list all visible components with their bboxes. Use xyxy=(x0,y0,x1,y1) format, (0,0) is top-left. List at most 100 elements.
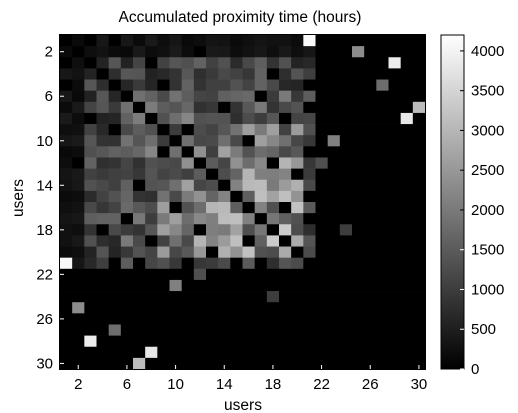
heatmap-cell xyxy=(84,291,97,302)
heatmap-cell xyxy=(72,169,85,180)
heatmap-cell xyxy=(376,80,389,91)
heatmap-cell xyxy=(352,46,365,57)
heatmap-cell xyxy=(84,46,97,57)
heatmap-cell xyxy=(389,124,402,135)
heatmap-cell xyxy=(97,113,110,124)
heatmap-cell xyxy=(133,191,146,202)
heatmap-cell xyxy=(243,68,256,79)
heatmap-cell xyxy=(243,347,256,358)
heatmap-cell xyxy=(267,180,280,191)
heatmap-cell xyxy=(279,124,292,135)
heatmap-cell xyxy=(413,336,426,347)
heatmap-cell xyxy=(145,102,158,113)
x-tick-label: 22 xyxy=(313,376,330,393)
heatmap-cell xyxy=(230,358,243,369)
heatmap-cell xyxy=(97,235,110,246)
heatmap-cell xyxy=(145,180,158,191)
heatmap-cell xyxy=(133,124,146,135)
heatmap-cell xyxy=(194,269,207,280)
heatmap-cell xyxy=(255,157,268,168)
heatmap-cell xyxy=(206,135,219,146)
heatmap-cell xyxy=(182,124,195,135)
heatmap-cell xyxy=(267,269,280,280)
heatmap-cell xyxy=(291,313,304,324)
heatmap-cell xyxy=(243,35,256,46)
heatmap-cell xyxy=(352,358,365,369)
heatmap-cell xyxy=(133,68,146,79)
heatmap-cell xyxy=(303,191,316,202)
heatmap-cell xyxy=(291,324,304,335)
heatmap-cell xyxy=(291,124,304,135)
heatmap-cell xyxy=(170,124,183,135)
heatmap-cell xyxy=(303,235,316,246)
heatmap-cell xyxy=(376,180,389,191)
heatmap-cell xyxy=(401,146,414,157)
heatmap-cell xyxy=(255,169,268,180)
heatmap-cell xyxy=(157,180,170,191)
heatmap-cell xyxy=(194,302,207,313)
heatmap-cell xyxy=(230,57,243,68)
heatmap-cell xyxy=(316,280,329,291)
heatmap-cell xyxy=(316,269,329,280)
heatmap-cell xyxy=(352,35,365,46)
heatmap-cell xyxy=(84,35,97,46)
heatmap-cell xyxy=(291,358,304,369)
heatmap-cell xyxy=(170,169,183,180)
heatmap-cell xyxy=(376,313,389,324)
heatmap-cell xyxy=(316,258,329,269)
heatmap-cell xyxy=(279,302,292,313)
heatmap-cell xyxy=(316,35,329,46)
heatmap-cell xyxy=(340,135,353,146)
heatmap-cell xyxy=(194,91,207,102)
heatmap-cell xyxy=(352,280,365,291)
heatmap-cell xyxy=(97,80,110,91)
heatmap-cell xyxy=(133,336,146,347)
heatmap-cell xyxy=(157,135,170,146)
heatmap-cell xyxy=(328,358,341,369)
heatmap-cell xyxy=(157,347,170,358)
heatmap-cell xyxy=(157,302,170,313)
heatmap-cell xyxy=(413,124,426,135)
heatmap-cell xyxy=(376,302,389,313)
heatmap-cell xyxy=(364,35,377,46)
heatmap-cell xyxy=(389,202,402,213)
heatmap-cell xyxy=(291,146,304,157)
heatmap-cell xyxy=(340,324,353,335)
heatmap-cell xyxy=(133,247,146,258)
heatmap-cell xyxy=(291,35,304,46)
heatmap-cell xyxy=(157,80,170,91)
heatmap-cell xyxy=(328,135,341,146)
heatmap-cell xyxy=(401,213,414,224)
heatmap-cell xyxy=(328,46,341,57)
heatmap-cell xyxy=(316,313,329,324)
heatmap-cell xyxy=(182,135,195,146)
heatmap-cell xyxy=(291,258,304,269)
heatmap-cell xyxy=(413,313,426,324)
heatmap-cell xyxy=(316,113,329,124)
heatmap-cell xyxy=(413,80,426,91)
heatmap-cell xyxy=(84,324,97,335)
heatmap-cell xyxy=(243,358,256,369)
heatmap-cell xyxy=(121,180,134,191)
heatmap-cell xyxy=(133,35,146,46)
heatmap-cell xyxy=(60,124,73,135)
heatmap-cell xyxy=(328,224,341,235)
heatmap-cell xyxy=(243,202,256,213)
heatmap-cell xyxy=(157,202,170,213)
heatmap-cell xyxy=(316,202,329,213)
heatmap-cell xyxy=(389,213,402,224)
heatmap-cell xyxy=(145,202,158,213)
heatmap-cell xyxy=(279,247,292,258)
heatmap-cell xyxy=(413,157,426,168)
heatmap-cell xyxy=(279,258,292,269)
heatmap-cell xyxy=(279,313,292,324)
colorbar-tick-label: 2000 xyxy=(471,202,504,219)
heatmap-cell xyxy=(194,280,207,291)
heatmap-cell xyxy=(389,358,402,369)
heatmap-cell xyxy=(206,247,219,258)
heatmap-cell xyxy=(328,313,341,324)
heatmap-cell xyxy=(60,202,73,213)
heatmap-cell xyxy=(291,157,304,168)
x-axis-label: users xyxy=(224,397,262,413)
heatmap-cell xyxy=(303,324,316,335)
